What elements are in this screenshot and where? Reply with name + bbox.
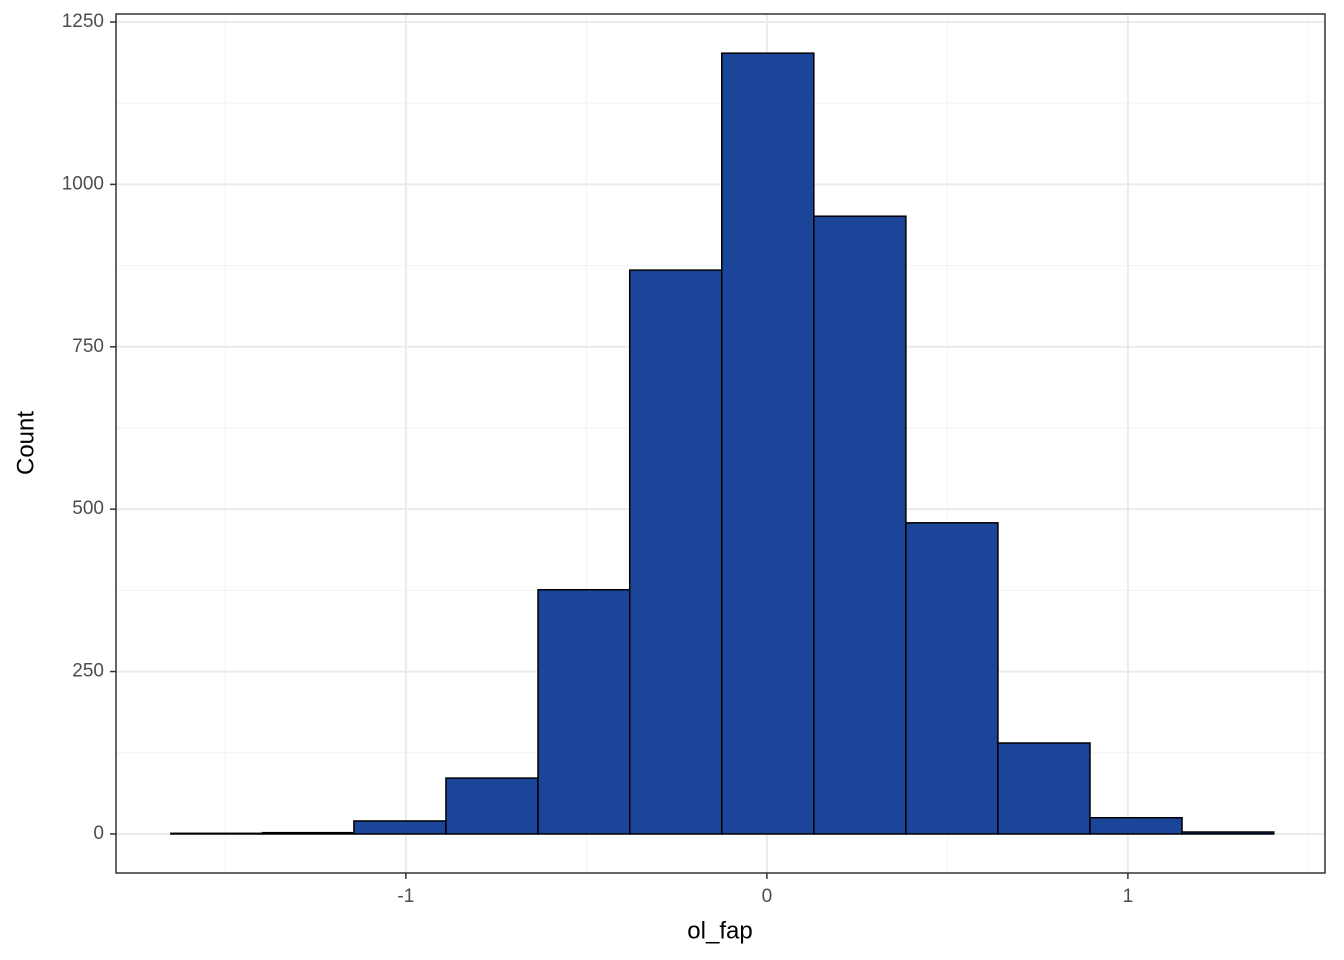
bar [813, 215, 907, 835]
bar [261, 831, 355, 835]
bar [721, 52, 815, 835]
bar [628, 269, 723, 835]
y-tick-label: 500 [72, 498, 104, 519]
bar [905, 522, 999, 835]
bar [353, 820, 447, 835]
y-tick-label: 1250 [62, 11, 104, 32]
x-tick-label: 0 [762, 886, 773, 907]
x-axis-title: ol_fap [687, 917, 752, 944]
bar [1181, 831, 1275, 835]
bar [170, 832, 264, 835]
y-tick-label: 250 [72, 661, 104, 682]
x-tick-label: -1 [397, 886, 414, 907]
y-tick-label: 1000 [62, 173, 104, 194]
y-axis-title: Count [12, 411, 39, 475]
y-tick-label: 750 [72, 336, 104, 357]
y-tick-label: 0 [93, 823, 104, 844]
bar [1089, 816, 1183, 835]
x-tick-label: 1 [1123, 886, 1134, 907]
bar [997, 742, 1091, 835]
bar [537, 588, 631, 835]
bar [445, 777, 539, 835]
panel-border [115, 13, 1326, 874]
